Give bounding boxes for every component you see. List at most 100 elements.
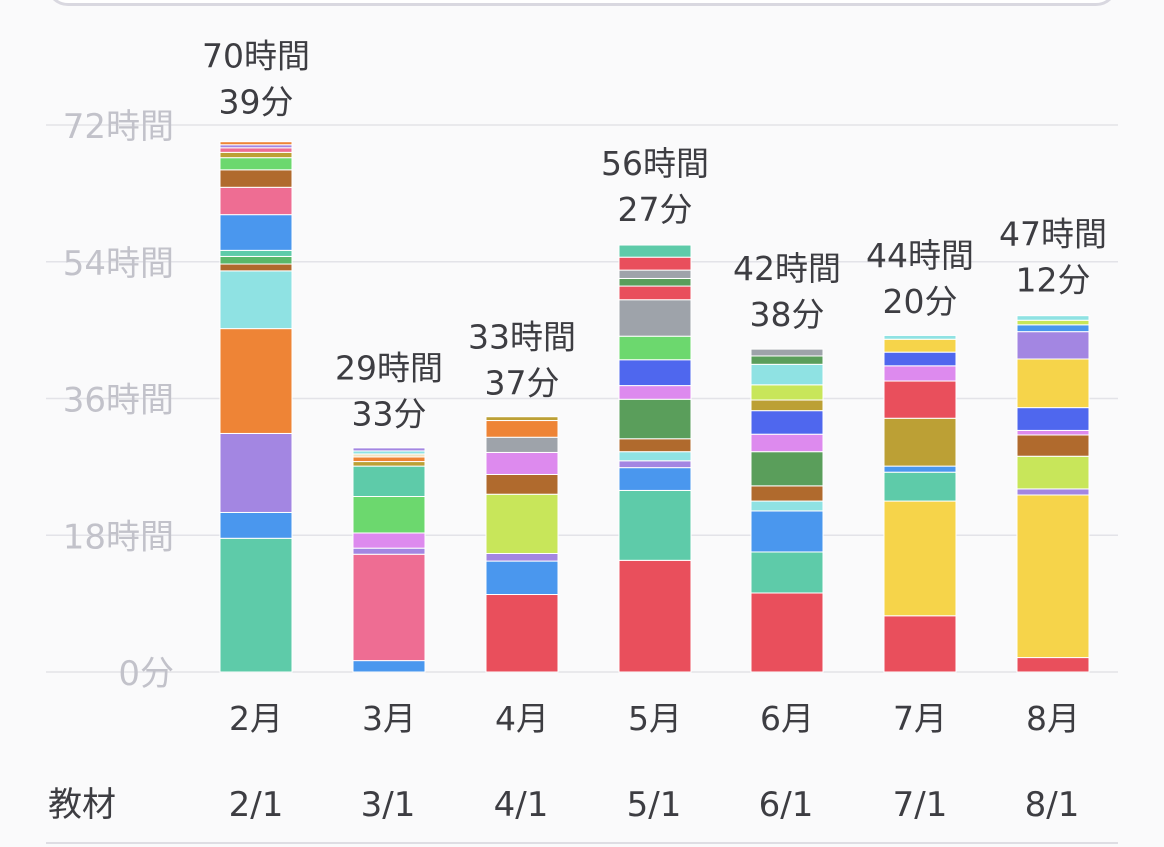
bar-segment	[485, 451, 559, 475]
bar-segment	[219, 263, 293, 272]
bar-segment	[219, 214, 293, 251]
bar-segment	[485, 594, 559, 673]
bar-segment	[883, 615, 957, 673]
bar-segment	[750, 485, 824, 502]
footer-label: 教材	[48, 785, 116, 825]
footer-date[interactable]: 8/1	[1024, 785, 1080, 825]
bar-segment	[750, 592, 824, 673]
bar-segment	[883, 338, 957, 353]
bar-total-label: 47時間	[999, 214, 1107, 253]
x-category-label: 2月	[229, 699, 283, 738]
y-tick-label: 0分	[118, 654, 174, 694]
bar-segment	[352, 547, 426, 555]
bar-segment	[352, 496, 426, 534]
bar-segment	[485, 436, 559, 453]
bar-segment	[219, 432, 293, 513]
bar-total-label: 37分	[485, 364, 560, 403]
bar-segment	[1016, 434, 1090, 457]
bar-segment	[219, 255, 293, 265]
bar-total-label: 20分	[883, 282, 958, 321]
bar-segment	[219, 169, 293, 188]
bar-segment	[352, 465, 426, 498]
bar-segment	[883, 365, 957, 382]
bar-segment	[1016, 315, 1090, 321]
bar-segment	[352, 447, 426, 452]
bar-segment	[1016, 407, 1090, 431]
bar-total-label: 29時間	[335, 349, 443, 388]
bar-segment	[618, 398, 692, 440]
bar-segment	[352, 456, 426, 463]
bar-total-label: 38分	[750, 295, 825, 334]
bar-total-label: 12分	[1016, 260, 1091, 299]
bar-segment	[750, 510, 824, 553]
footer-date[interactable]: 7/1	[892, 785, 948, 825]
bar-segment	[1016, 324, 1090, 333]
y-tick-label: 72時間	[63, 107, 174, 147]
bar-segment	[352, 532, 426, 549]
bar-segment	[1016, 429, 1090, 436]
footer-date[interactable]: 6/1	[758, 785, 814, 825]
footer-divider	[46, 842, 1118, 844]
bar-segment	[618, 467, 692, 491]
bar-segment	[883, 465, 957, 473]
bar-segment	[485, 552, 559, 562]
bar-segment	[219, 537, 293, 673]
bar-segment	[1016, 358, 1090, 409]
bar-segment	[618, 299, 692, 337]
bar-segment	[219, 141, 293, 146]
bar-segment	[883, 417, 957, 467]
bar-segment	[1016, 657, 1090, 673]
bar-segment	[618, 451, 692, 462]
bar-segment	[618, 489, 692, 561]
bar-segment	[618, 559, 692, 673]
bar-total-label: 44時間	[866, 236, 974, 275]
bar-segment	[750, 451, 824, 487]
bar-segment	[485, 416, 559, 422]
bar-total-label: 56時間	[601, 144, 709, 183]
bar-segment	[750, 384, 824, 401]
bar-segment	[485, 420, 559, 438]
bar-total-label: 70時間	[202, 36, 310, 75]
footer-date[interactable]: 5/1	[626, 785, 682, 825]
bar-segment	[219, 147, 293, 153]
bar-total-label: 42時間	[733, 249, 841, 288]
bar-segment	[883, 380, 957, 419]
bar-segment	[219, 157, 293, 171]
bar-segment	[618, 460, 692, 469]
footer-date[interactable]: 3/1	[360, 785, 416, 825]
bar-segment	[219, 186, 293, 216]
bar-segment	[883, 471, 957, 502]
bar-segment	[883, 334, 957, 340]
footer-date[interactable]: 2/1	[228, 785, 284, 825]
footer-date[interactable]: 4/1	[493, 785, 549, 825]
bar-total-label: 27分	[618, 190, 693, 229]
bar-segment	[883, 351, 957, 367]
x-category-label: 3月	[362, 699, 416, 738]
bar-segment	[618, 385, 692, 400]
bar-segment	[352, 660, 426, 673]
y-tick-label: 36時間	[63, 381, 174, 421]
x-category-label: 7月	[893, 699, 947, 738]
bar-segment	[750, 433, 824, 453]
bar-total-label: 39分	[219, 82, 294, 121]
bar-segment	[485, 473, 559, 495]
bar-segment	[1016, 488, 1090, 496]
x-category-label: 8月	[1026, 699, 1080, 738]
bar-segment	[1016, 455, 1090, 490]
bar-segment	[485, 493, 559, 554]
y-tick-label: 54時間	[63, 244, 174, 284]
bar-segment	[1016, 331, 1090, 360]
bar-segment	[219, 151, 293, 159]
bar-segment	[750, 500, 824, 512]
bar-segment	[618, 285, 692, 301]
bar-total-label: 33分	[352, 395, 427, 434]
bar-segment	[883, 500, 957, 617]
bar-segment	[219, 270, 293, 330]
bar-segment	[618, 269, 692, 279]
bar-segment	[352, 553, 426, 662]
bar-segment	[219, 249, 293, 257]
bar-segment	[219, 511, 293, 539]
bar-segment	[485, 560, 559, 596]
y-tick-label: 18時間	[63, 517, 174, 557]
bar-segment	[750, 355, 824, 365]
